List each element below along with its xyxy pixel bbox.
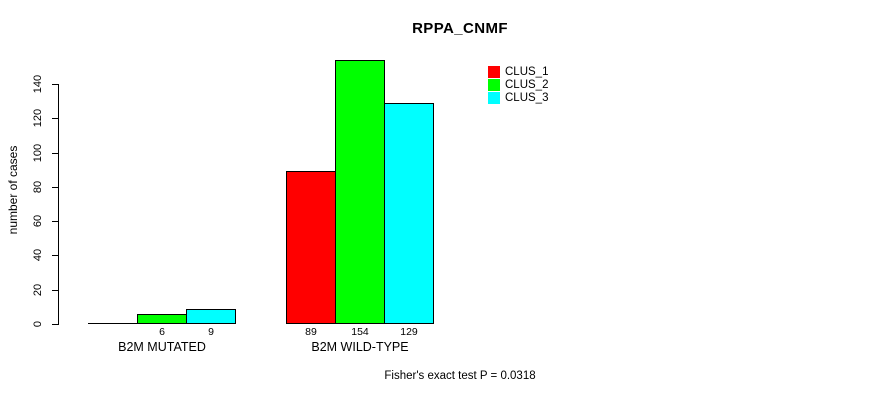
y-axis-tick-label: 100: [32, 143, 44, 163]
y-axis-tick: [52, 324, 58, 325]
y-axis-tick-label: 80: [32, 180, 44, 194]
y-axis-label: number of cases: [6, 145, 20, 235]
legend-item-clus-2: CLUS_2: [488, 78, 548, 91]
legend-swatch-clus-2: [488, 78, 500, 91]
y-axis-tick-label: 0: [32, 320, 44, 328]
bar-clus-3-b2m-wild-type: [384, 103, 434, 324]
bar-clus-2-b2m-mutated: [137, 314, 187, 324]
bar-value-label: 6: [159, 326, 165, 338]
y-axis-tick: [52, 118, 58, 119]
y-axis-tick: [52, 221, 58, 222]
legend: CLUS_1 CLUS_2 CLUS_3: [488, 65, 548, 104]
y-axis-tick-label: 60: [32, 214, 44, 228]
bar-clus-1-b2m-mutated: [88, 323, 138, 324]
bar-clus-2-b2m-wild-type: [335, 60, 385, 324]
bar-value-label: 154: [351, 326, 369, 338]
category-label-b2m-mutated: B2M MUTATED: [118, 340, 206, 354]
bar-value-label: 9: [208, 326, 214, 338]
legend-label: CLUS_3: [505, 91, 549, 104]
legend-label: CLUS_2: [505, 78, 549, 91]
y-axis-line: [58, 84, 59, 325]
bar-clus-3-b2m-mutated: [186, 309, 236, 324]
legend-item-clus-1: CLUS_1: [488, 65, 548, 78]
y-axis-tick: [52, 255, 58, 256]
y-axis-tick-label: 40: [32, 248, 44, 262]
chart-title: RPPA_CNMF: [412, 20, 508, 37]
legend-swatch-clus-1: [488, 65, 500, 78]
bar-value-label: 129: [400, 326, 418, 338]
y-axis-tick-label: 20: [32, 283, 44, 297]
legend-label: CLUS_1: [505, 65, 549, 78]
annotation-text: Fisher's exact test P = 0.0318: [384, 370, 536, 382]
y-axis-tick: [52, 84, 58, 85]
y-axis-tick: [52, 187, 58, 188]
y-axis-tick: [52, 290, 58, 291]
bar-clus-1-b2m-wild-type: [286, 171, 336, 324]
legend-item-clus-3: CLUS_3: [488, 91, 548, 104]
y-axis-tick-label: 140: [32, 74, 44, 94]
bar-value-label: 89: [305, 326, 317, 338]
y-axis-tick: [52, 153, 58, 154]
legend-swatch-clus-3: [488, 91, 500, 104]
y-axis-tick-label: 120: [32, 108, 44, 128]
category-label-b2m-wild-type: B2M WILD-TYPE: [311, 340, 409, 354]
